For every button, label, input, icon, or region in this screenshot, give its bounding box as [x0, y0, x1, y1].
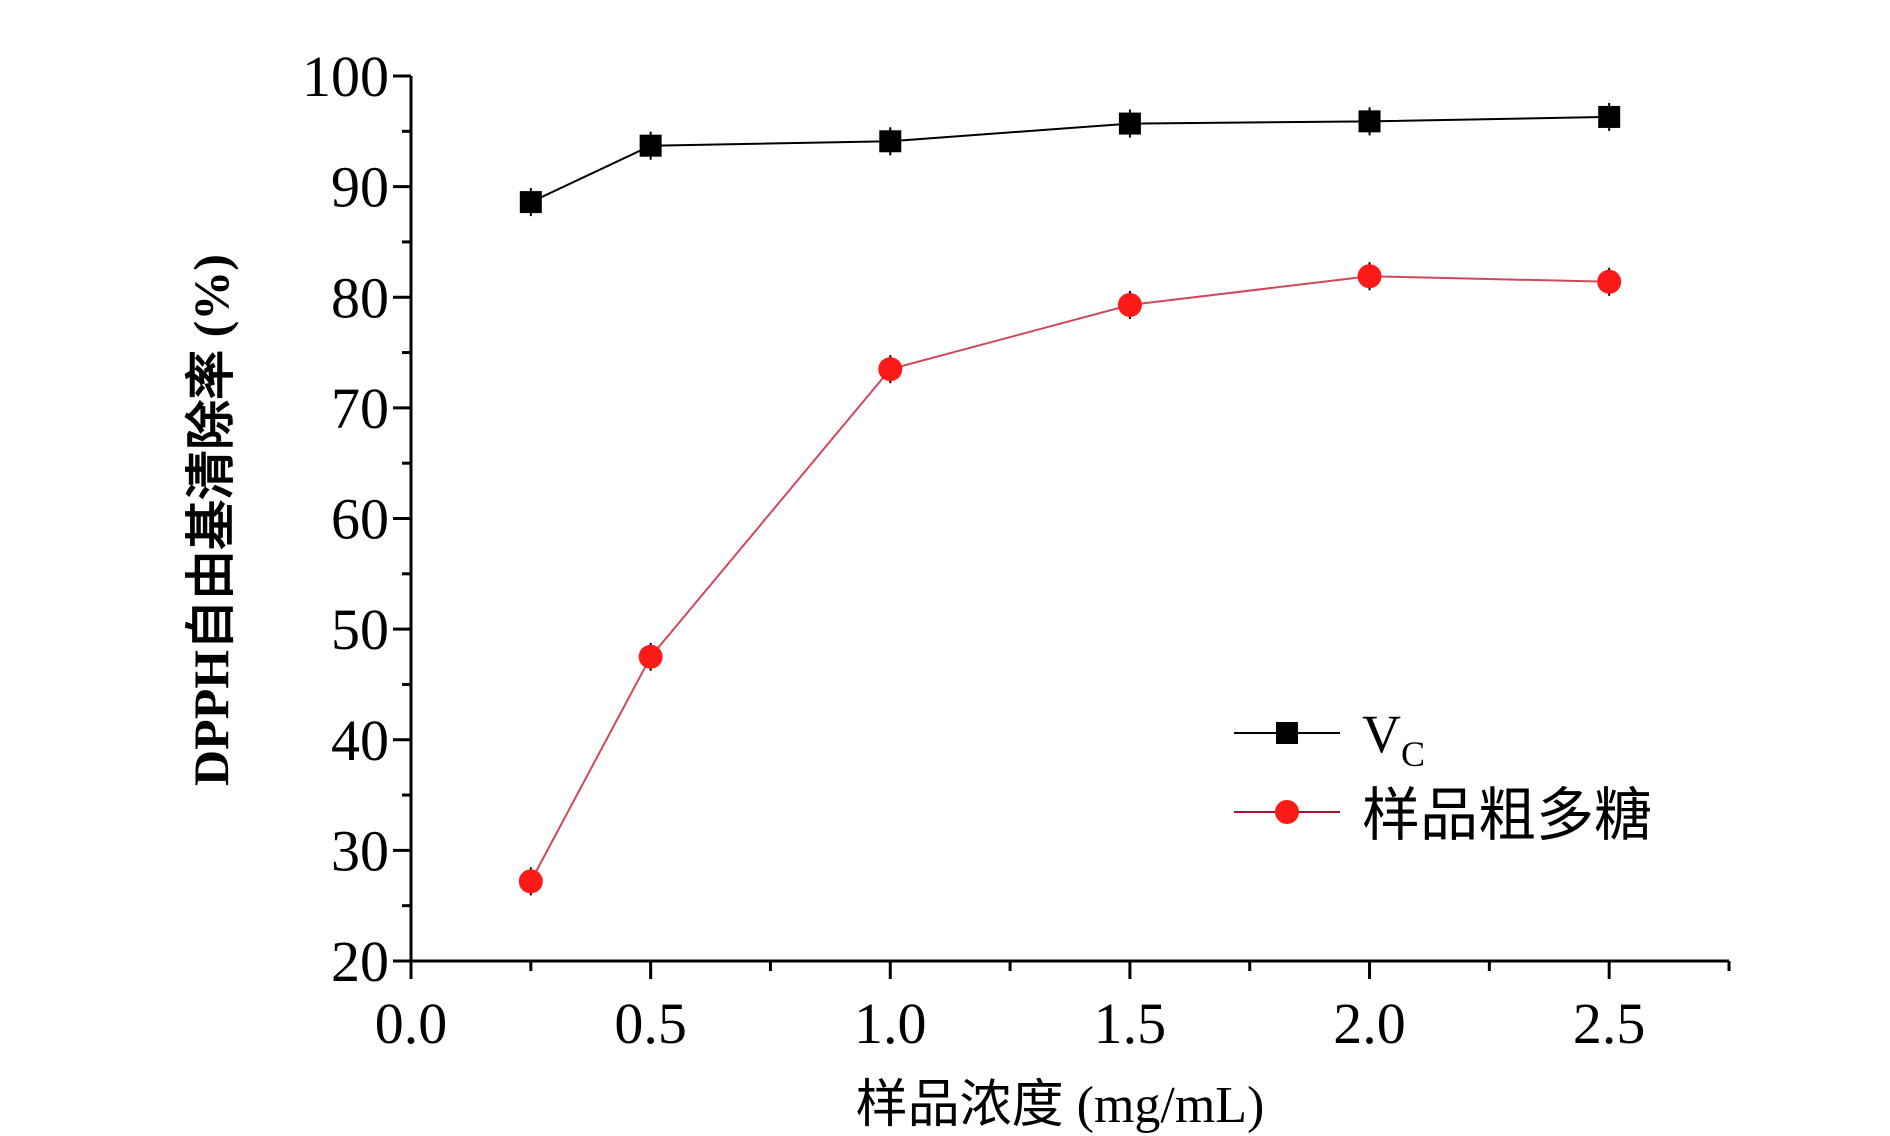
y-tick-label: 100	[302, 44, 389, 109]
x-tick-label: 1.0	[854, 991, 927, 1056]
y-tick-label: 90	[331, 155, 389, 220]
y-tick-label: 80	[331, 265, 389, 330]
y-tick-label: 50	[331, 597, 389, 662]
data-point-square	[1358, 110, 1381, 133]
x-tick-label: 0.5	[614, 991, 687, 1056]
x-tick-label: 2.5	[1573, 991, 1646, 1056]
series-layer	[518, 102, 1622, 896]
legend: VC 样品粗多糖	[1234, 704, 1652, 848]
data-point-square	[519, 191, 542, 214]
data-point-circle	[1117, 292, 1142, 317]
data-point-circle	[1597, 269, 1622, 294]
data-point-square	[1598, 105, 1621, 128]
data-point-circle	[518, 869, 543, 894]
x-tick-label: 1.5	[1094, 991, 1167, 1056]
y-tick-label: 60	[331, 487, 389, 552]
x-axis-label: 样品浓度 (mg/mL)	[856, 1077, 1265, 1134]
y-tick-label: 70	[331, 376, 389, 441]
legend-marker-square	[1276, 722, 1298, 744]
data-point-circle	[878, 357, 903, 382]
series-line-0	[530, 115, 1610, 204]
legend-label-vc: VC	[1362, 704, 1425, 774]
legend-marker-circle	[1275, 800, 1299, 824]
legend-label-polysaccharide: 样品粗多糖	[1362, 783, 1652, 848]
y-tick-label: 40	[331, 708, 389, 773]
series-line-1	[529, 275, 1610, 882]
data-point-circle	[1357, 264, 1382, 289]
x-tick-label: 0.0	[375, 991, 448, 1056]
y-axis-label: DPPH自由基清除率 (%)	[183, 254, 239, 786]
x-tick-label: 2.0	[1333, 991, 1406, 1056]
y-tick-label: 20	[331, 929, 389, 994]
data-point-square	[639, 134, 662, 157]
y-tick-label: 30	[331, 818, 389, 883]
axes: 20 30 40 50 60 70 80 90 100 0.0 0.5 1.0 1.5 2.0 2.5	[302, 44, 1731, 1056]
data-point-square	[879, 130, 902, 153]
data-point-circle	[638, 644, 663, 669]
data-point-square	[1118, 112, 1141, 135]
